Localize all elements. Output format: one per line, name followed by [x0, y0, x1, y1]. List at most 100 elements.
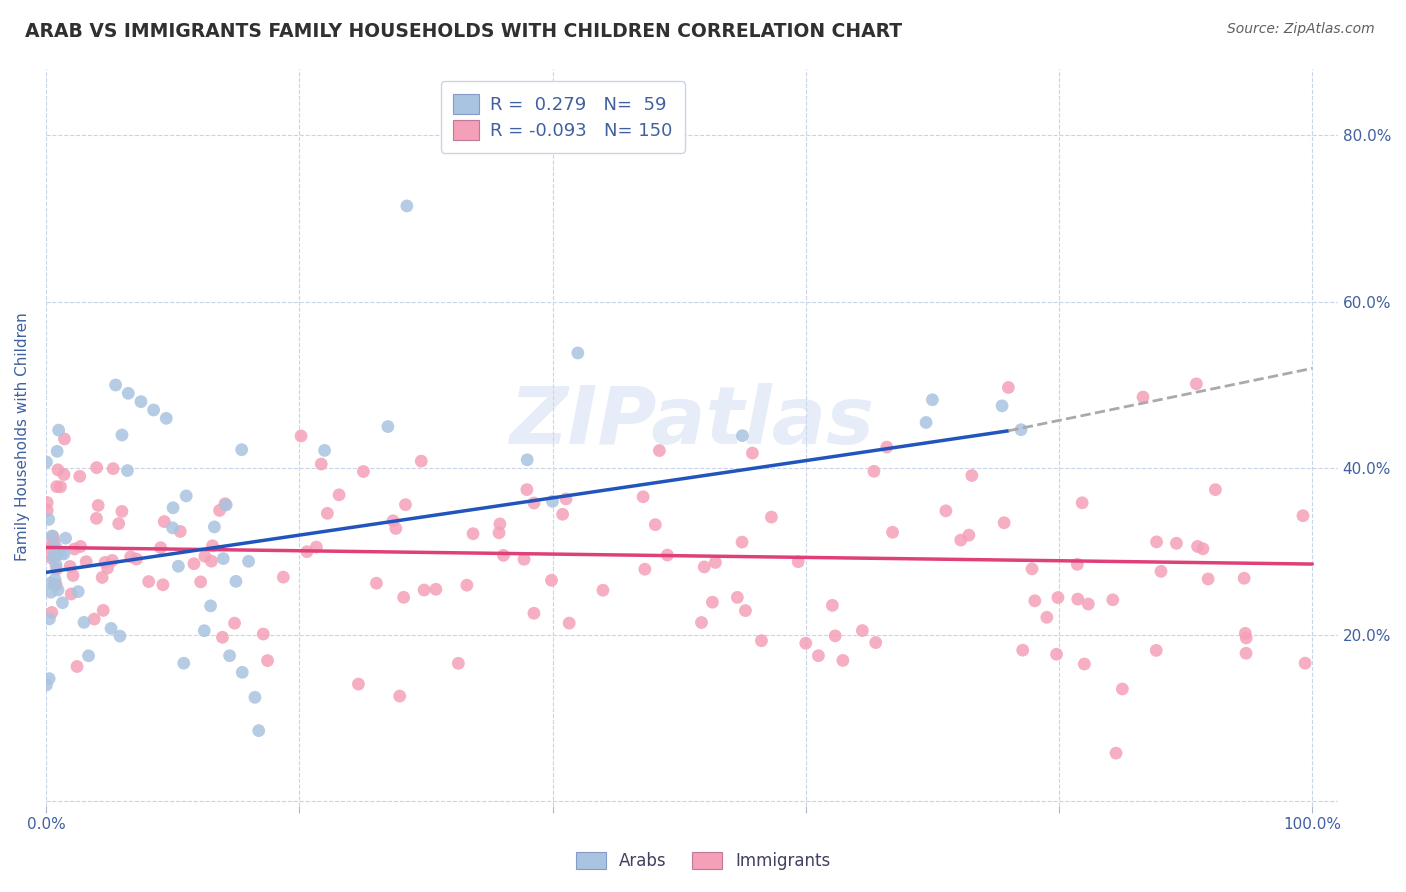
Point — [155, 411, 177, 425]
Point — [309, 457, 332, 471]
Point — [125, 552, 148, 566]
Point — [377, 419, 399, 434]
Point — [1073, 657, 1095, 671]
Point — [657, 548, 679, 562]
Point — [173, 656, 195, 670]
Point — [1132, 390, 1154, 404]
Point — [558, 616, 581, 631]
Point — [41, 551, 63, 566]
Point — [551, 508, 574, 522]
Point — [1077, 597, 1099, 611]
Point — [138, 574, 160, 589]
Point — [231, 442, 253, 457]
Point — [39, 576, 62, 591]
Point — [214, 497, 236, 511]
Point — [193, 624, 215, 638]
Point — [111, 504, 134, 518]
Point — [201, 539, 224, 553]
Point — [592, 583, 614, 598]
Point — [447, 657, 470, 671]
Point — [824, 629, 846, 643]
Point — [49, 546, 72, 560]
Point — [960, 468, 983, 483]
Point — [208, 503, 231, 517]
Point — [949, 533, 972, 547]
Point — [690, 615, 713, 630]
Point — [252, 627, 274, 641]
Point — [202, 520, 225, 534]
Point — [231, 665, 253, 680]
Point — [489, 516, 512, 531]
Point — [200, 554, 222, 568]
Point — [101, 553, 124, 567]
Point — [794, 636, 817, 650]
Point — [41, 606, 63, 620]
Point — [1010, 423, 1032, 437]
Point — [41, 529, 63, 543]
Point — [45, 562, 67, 576]
Point — [352, 465, 374, 479]
Point — [1067, 592, 1090, 607]
Point — [295, 544, 318, 558]
Point — [44, 572, 66, 586]
Point — [94, 555, 117, 569]
Point — [516, 483, 538, 497]
Point — [513, 552, 536, 566]
Point — [1046, 591, 1069, 605]
Point — [69, 469, 91, 483]
Point — [461, 526, 484, 541]
Point — [38, 672, 60, 686]
Point — [644, 517, 666, 532]
Point — [107, 516, 129, 531]
Point — [1071, 496, 1094, 510]
Point — [51, 596, 73, 610]
Point — [1197, 572, 1219, 586]
Point — [1166, 536, 1188, 550]
Point — [1066, 558, 1088, 572]
Point — [876, 440, 898, 454]
Point — [392, 591, 415, 605]
Point — [388, 689, 411, 703]
Point — [456, 578, 478, 592]
Point — [831, 653, 853, 667]
Point — [53, 467, 76, 482]
Point — [169, 524, 191, 539]
Point — [91, 570, 114, 584]
Point — [75, 555, 97, 569]
Point — [567, 346, 589, 360]
Point — [104, 378, 127, 392]
Point — [41, 538, 63, 552]
Point — [73, 615, 96, 630]
Point — [997, 380, 1019, 394]
Point — [108, 629, 131, 643]
Point — [59, 559, 82, 574]
Point — [395, 199, 418, 213]
Point — [1292, 508, 1315, 523]
Point — [425, 582, 447, 597]
Point — [45, 480, 67, 494]
Legend: R =  0.279   N=  59, R = -0.093   N= 150: R = 0.279 N= 59, R = -0.093 N= 150 — [440, 81, 685, 153]
Point — [162, 521, 184, 535]
Point — [42, 534, 65, 549]
Point — [1045, 647, 1067, 661]
Point — [66, 659, 89, 673]
Point — [46, 582, 69, 597]
Point — [347, 677, 370, 691]
Point — [516, 452, 538, 467]
Point — [48, 423, 70, 437]
Point — [167, 559, 190, 574]
Point — [921, 392, 943, 407]
Point — [1234, 646, 1257, 660]
Point — [761, 510, 783, 524]
Point — [1036, 610, 1059, 624]
Point — [523, 496, 546, 510]
Point — [1011, 643, 1033, 657]
Point — [44, 577, 66, 591]
Point — [555, 491, 578, 506]
Point — [821, 599, 844, 613]
Point — [366, 576, 388, 591]
Point — [385, 521, 408, 535]
Point — [55, 531, 77, 545]
Point — [62, 568, 84, 582]
Point — [882, 525, 904, 540]
